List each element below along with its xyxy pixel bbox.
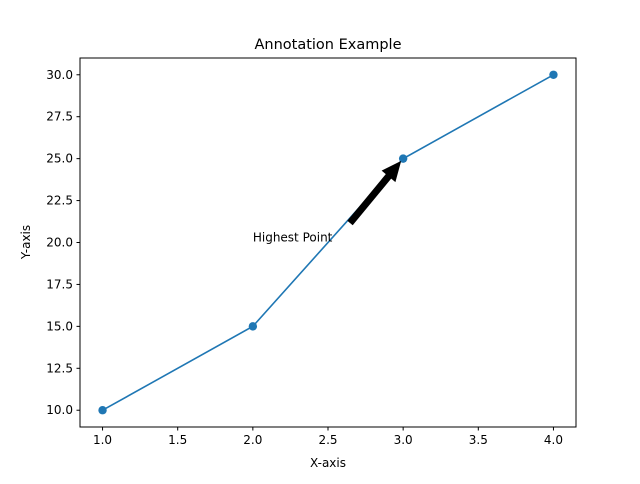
- y-tick-label: 17.5: [46, 277, 73, 291]
- x-tick-label: 2.0: [243, 433, 262, 447]
- y-tick-label: 25.0: [46, 152, 73, 166]
- x-tick-label: 3.0: [394, 433, 413, 447]
- annotation-arrow-icon: [347, 160, 402, 226]
- plot-frame: [79, 57, 577, 428]
- data-series: [98, 70, 558, 415]
- x-tick-label: 1.0: [93, 433, 112, 447]
- data-point-marker: [398, 154, 408, 163]
- y-tick-label: 27.5: [46, 110, 73, 124]
- x-axis-ticks: 1.0 1.5 2.0 2.5 3.0 3.5 4.0: [93, 427, 563, 447]
- data-point-marker: [98, 406, 107, 415]
- data-point-marker: [549, 70, 558, 79]
- x-tick-label: 3.5: [469, 433, 488, 447]
- x-tick-label: 4.0: [544, 433, 563, 447]
- series-line: [102, 74, 554, 411]
- y-axis-ticks: 10.0 12.5 15.0 17.5 20.0 22.5 25.0 27.5 30.0: [46, 68, 80, 417]
- y-tick-label: 12.5: [46, 361, 73, 375]
- x-axis-label: X-axis: [310, 456, 346, 470]
- x-tick-label: 1.5: [168, 433, 187, 447]
- data-point-marker: [248, 322, 258, 331]
- annotation: Highest Point: [253, 160, 402, 245]
- chart-title: Annotation Example: [254, 37, 401, 53]
- y-tick-label: 15.0: [46, 319, 73, 333]
- y-tick-label: 20.0: [46, 236, 73, 250]
- annotation-text: Highest Point: [253, 231, 333, 245]
- y-tick-label: 30.0: [46, 68, 73, 82]
- y-axis-label: Y-axis: [19, 225, 33, 260]
- y-tick-label: 22.5: [46, 194, 73, 208]
- x-tick-label: 2.5: [318, 433, 337, 447]
- y-tick-label: 10.0: [46, 403, 73, 417]
